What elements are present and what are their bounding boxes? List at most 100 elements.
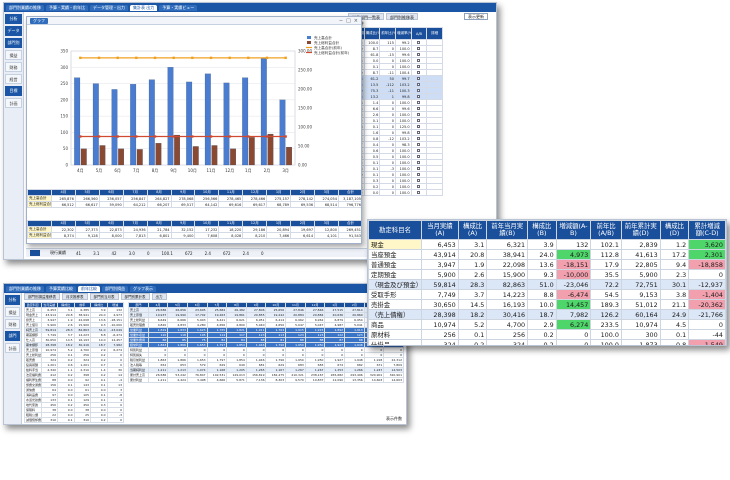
- sidebar-item-analysis[interactable]: 分析: [5, 14, 22, 24]
- checkbox-icon[interactable]: [417, 191, 421, 194]
- grid-row[interactable]: 売上総利益 256 0.1 256 0.2 0: [24, 352, 124, 358]
- checkbox-icon[interactable]: [417, 47, 421, 50]
- checkbox-icon[interactable]: [417, 59, 421, 62]
- rp-detail-cell[interactable]: [426, 189, 443, 196]
- checkbox-icon[interactable]: [417, 83, 421, 86]
- grid-row[interactable]: 累計利益 1,211 2,424 3,498 4,666 5,871 7,136 8,303 9…: [128, 377, 404, 383]
- sidebar-item-pl[interactable]: 損益: [5, 50, 22, 60]
- sidebar-item-data[interactable]: データ: [5, 26, 22, 36]
- bottom-sidebar-item-1[interactable]: 分析: [5, 295, 20, 305]
- checkbox-icon[interactable]: [417, 53, 421, 56]
- checkbox-icon[interactable]: [417, 101, 421, 104]
- table-row[interactable]: 受取手形 7,749 3.7 14,223 8.8 -6,474 54.5 9,153 3.8-…: [368, 289, 726, 300]
- refresh-button[interactable]: 表示更新: [464, 13, 488, 20]
- checkbox-icon[interactable]: [417, 173, 421, 176]
- chart-popup-tab[interactable]: グラフ: [30, 17, 48, 24]
- checkbox-icon[interactable]: [417, 65, 421, 68]
- toolbar-tab-1[interactable]: 部門別損益推移表: [24, 293, 60, 300]
- table-header-cell[interactable]: 前年累計実績(D): [620, 220, 661, 240]
- checkbox-icon[interactable]: [417, 119, 421, 122]
- close-icon[interactable]: ×: [353, 17, 358, 24]
- tab-trend-table[interactable]: 部門別推移表: [386, 13, 418, 20]
- sidebar-item-target[interactable]: 目標: [5, 86, 22, 96]
- checkbox-icon[interactable]: [417, 167, 421, 170]
- checkbox-icon[interactable]: [417, 77, 421, 80]
- bottom-sidebar-item-5[interactable]: 計画: [5, 343, 20, 353]
- toolbar-export[interactable]: 出力: [151, 293, 167, 300]
- checkbox-icon[interactable]: [417, 71, 421, 74]
- table-header-cell[interactable]: 当月実績(A): [421, 220, 459, 240]
- checkbox-icon[interactable]: [417, 41, 421, 44]
- bottom-sidebar-item-2[interactable]: 損益: [5, 307, 20, 317]
- table-row[interactable]: 売掛金 30,650 14.5 16,193 10.0 14,457 189.3 51,012…: [368, 299, 726, 310]
- main-app-tab-2[interactable]: 予算・実績・前年比: [46, 4, 88, 11]
- bottom-app-tab-1[interactable]: 部門別業績の推移: [6, 285, 44, 292]
- rp-row-checkbox[interactable]: [410, 189, 428, 196]
- table-row[interactable]: 現金 6,453 3.1 6,321 3.9 132 102.1 2,839 1.2 3,620: [368, 239, 726, 250]
- minimize-icon[interactable]: −: [338, 17, 344, 24]
- bottom-app-tab-3[interactable]: 前年比較: [78, 285, 100, 292]
- table-header-cell[interactable]: 勘定科目名: [368, 220, 423, 240]
- checkbox-icon[interactable]: [417, 161, 421, 164]
- checkbox-icon[interactable]: [417, 137, 421, 140]
- table-header-cell[interactable]: 前年比(A/B): [590, 220, 622, 240]
- grid-row[interactable]: 期末棚卸 28,398 18.2 30,416 18.7 7,982: [24, 342, 124, 348]
- checkbox-icon[interactable]: [417, 125, 421, 128]
- value-cell: 10.0: [527, 299, 557, 310]
- table-row[interactable]: 当座預金 43,914 20.8 38,941 24.0 4,973 112.8 41,613…: [368, 249, 726, 260]
- table-header-cell[interactable]: 構成比(A): [457, 220, 488, 240]
- grid-cell: 累計利益: [128, 377, 149, 383]
- table-header-cell[interactable]: 累計増減額(C-D): [688, 220, 726, 240]
- table-row[interactable]: 仕掛品 324 0.2 324 0.2 0 100.0 1,873 0.8 -1,549: [368, 339, 726, 345]
- toolbar-tab-3[interactable]: 部門別当月表: [89, 293, 119, 300]
- table-header-cell[interactable]: 構成比(D): [659, 220, 690, 240]
- sidebar-item-management[interactable]: 経営: [5, 74, 22, 84]
- bottom-app-tab-5[interactable]: グラフ表示: [130, 285, 156, 292]
- table-row[interactable]: （売上債権） 28,398 18.2 30,416 18.7 7,982 126.2 60,1…: [368, 309, 726, 320]
- toolbar-tab-2[interactable]: 月次推移表: [62, 293, 88, 300]
- bottom-app-tab-4[interactable]: 部門別損益: [102, 285, 128, 292]
- checkbox-icon[interactable]: [417, 107, 421, 110]
- value-cell: 0.2: [527, 339, 557, 345]
- toolbar-tab-4[interactable]: 部門別累計表: [120, 293, 150, 300]
- table-row[interactable]: 原材料 256 0.1 256 0.2 0 100.0 300 0.1 -44: [368, 329, 726, 340]
- checkbox-icon[interactable]: [417, 185, 421, 188]
- sidebar-item-department[interactable]: 部門別: [5, 38, 22, 48]
- grid-row[interactable]: 掛売上 3,947 1.9 22,098 13.6 -18,151: [24, 317, 124, 323]
- checkbox-icon[interactable]: [417, 179, 421, 182]
- main-app-tab-3[interactable]: データ管理・出力: [90, 4, 128, 11]
- bottom-sidebar-item-3[interactable]: 財務: [5, 319, 20, 329]
- table-header-cell[interactable]: 増減額(A-B): [555, 220, 592, 240]
- popup-cell: 7,813: [122, 232, 148, 239]
- grid-row[interactable]: 福利厚生費 88 0.0 92 0.1 -4: [24, 377, 124, 383]
- main-app-tab-5[interactable]: 予算・実績ビュー: [159, 4, 198, 11]
- checkbox-icon[interactable]: [417, 95, 421, 98]
- table-header-cell[interactable]: 構成比(B): [527, 220, 557, 240]
- table-row[interactable]: 定期預金 5,900 2.6 15,900 9.3 -10,000 35.5 5,900 2.3…: [368, 269, 726, 280]
- main-app-tab-4[interactable]: 集計表 出力: [130, 4, 158, 11]
- checkbox-icon[interactable]: [417, 149, 421, 152]
- grid-row[interactable]: 減価償却費 310 0.1 310 0.2 0: [24, 417, 124, 423]
- grid-row[interactable]: 販売費 324 0.2 324 0.2 0: [24, 357, 124, 363]
- checkbox-icon[interactable]: [417, 89, 421, 92]
- table-header-cell[interactable]: 前年当月実績(B): [486, 220, 529, 240]
- footer-value: 0: [146, 250, 150, 256]
- maximize-icon[interactable]: □: [346, 17, 351, 24]
- table-row[interactable]: 普通預金 3,947 1.9 22,098 13.6 -18,151 17.9 22,805 9…: [368, 259, 726, 270]
- sidebar-item-plan[interactable]: 計画: [5, 98, 22, 108]
- grid-row[interactable]: 旅費交通費 156 0.1 143 0.1 13: [24, 382, 124, 388]
- checkbox-icon[interactable]: [417, 155, 421, 158]
- bottom-sidebar-item-4[interactable]: 部門: [5, 331, 20, 341]
- sidebar-item-finance[interactable]: 財務: [5, 62, 22, 72]
- table-row[interactable]: （現金及び預金） 59,814 28.3 82,863 51.0 -23,046 72.2 7…: [368, 279, 726, 290]
- checkbox-icon[interactable]: [417, 113, 421, 116]
- grid-row[interactable]: 売上原価 10,974 5.2 4,700 2.9 6,274: [24, 347, 124, 353]
- bottom-app-tab-2[interactable]: 予算実績比較: [46, 285, 76, 292]
- checkbox-icon[interactable]: [417, 143, 421, 146]
- main-app-tab-1[interactable]: 部門別業績の推移: [6, 4, 44, 11]
- checkbox-icon[interactable]: [417, 131, 421, 134]
- table-row[interactable]: 商品 10,974 5.2 4,700 2.9 6,274 233.5 10,974 4.5 0: [368, 319, 726, 330]
